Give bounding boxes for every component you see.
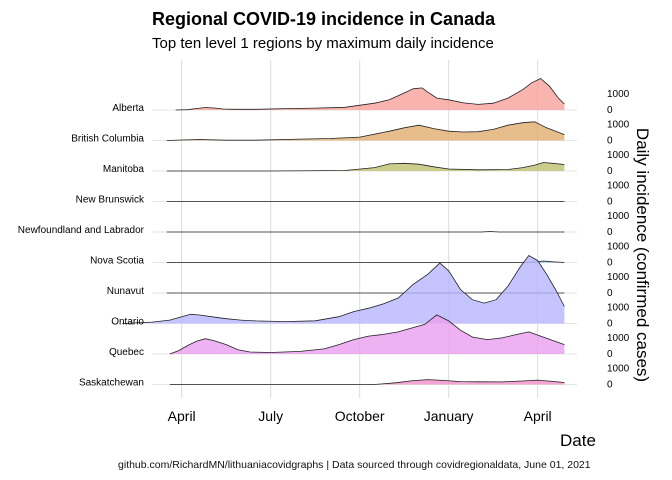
region-label: Nunavut (107, 286, 144, 297)
x-tick-label: April (168, 408, 196, 424)
y-tick-label: 0 (607, 136, 613, 147)
y-tick-label: 1000 (607, 89, 630, 100)
ridge-area (169, 314, 565, 354)
y-tick-label: 0 (607, 166, 613, 177)
ridge-line (175, 78, 565, 111)
ridge-area (122, 255, 565, 324)
chart-title: Regional COVID-19 incidence in Canada (152, 9, 496, 29)
ridge-area (166, 162, 565, 171)
y-tick-label: 1000 (607, 333, 630, 344)
y-tick-label: 0 (607, 380, 613, 391)
ridge-line (166, 121, 565, 141)
y-axis-title: Daily incidence (confirmed cases) (633, 128, 652, 382)
ridge-line (166, 231, 565, 233)
x-tick-label: October (335, 408, 385, 424)
y-tick-label: 0 (607, 319, 613, 330)
region-label: New Brunswick (76, 195, 145, 206)
y-tick-label: 1000 (607, 303, 630, 314)
y-tick-label: 1000 (607, 181, 630, 192)
region-label: Saskatchewan (79, 378, 144, 389)
ridge-line (169, 379, 565, 385)
y-tick-label: 1000 (607, 364, 630, 375)
y-tick-label: 1000 (607, 120, 630, 131)
ridge-line (166, 162, 565, 172)
ridge-line (169, 314, 565, 355)
caption: github.com/RichardMN/lithuaniacovidgraph… (118, 459, 591, 471)
x-axis-title: Date (560, 431, 596, 450)
y-tick-label: 1000 (607, 211, 630, 222)
y-tick-label: 0 (607, 349, 613, 360)
y-tick-label: 0 (607, 258, 613, 269)
x-tick-label: April (524, 408, 552, 424)
ridge-area (169, 379, 565, 385)
y-tick-label: 0 (607, 288, 613, 299)
region-label: Alberta (112, 103, 144, 114)
ridge-line (122, 254, 565, 324)
region-label: Quebec (109, 347, 144, 358)
region-label: British Columbia (71, 134, 144, 145)
region-label: Ontario (111, 317, 144, 328)
region-label: Newfoundland and Labrador (18, 225, 145, 236)
ridge-area (175, 78, 565, 110)
chart-subtitle: Top ten level 1 regions by maximum daily… (152, 35, 494, 52)
y-tick-label: 1000 (607, 150, 630, 161)
y-tick-label: 0 (607, 227, 613, 238)
y-tick-label: 1000 (607, 272, 630, 283)
region-label: Nova Scotia (90, 256, 144, 267)
x-tick-label: January (424, 408, 474, 424)
ridge-line (166, 260, 565, 263)
y-tick-label: 0 (607, 197, 613, 208)
y-tick-label: 0 (607, 105, 613, 116)
region-label: Manitoba (103, 164, 145, 175)
y-tick-label: 1000 (607, 242, 630, 253)
x-tick-label: July (258, 408, 283, 424)
ridge-area (166, 121, 565, 141)
